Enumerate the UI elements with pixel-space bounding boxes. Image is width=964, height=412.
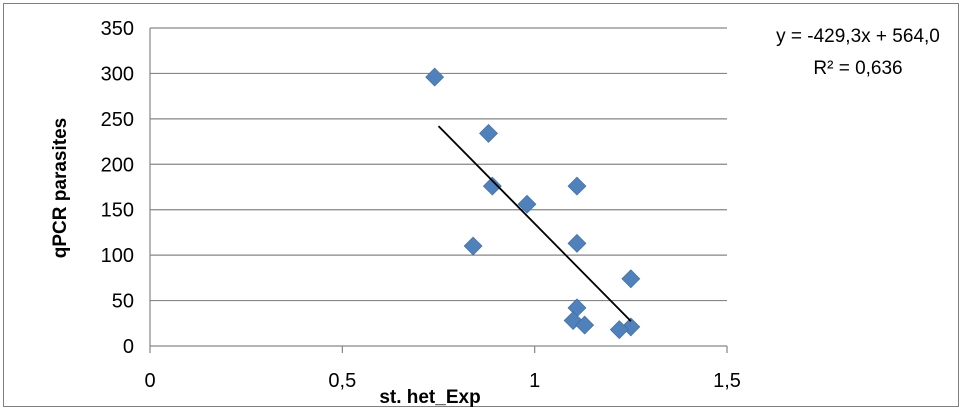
data-point [575, 315, 595, 335]
chart-frame [3, 3, 959, 407]
y-tick-label: 250 [101, 109, 134, 131]
axes [149, 28, 728, 353]
y-tick-label: 100 [101, 245, 134, 267]
gridlines [150, 27, 727, 302]
y-tick-label: 300 [101, 63, 134, 85]
data-point [479, 123, 498, 143]
y-tick-label: 350 [101, 18, 134, 40]
data-points [425, 67, 641, 340]
y-tick-label: 150 [101, 200, 134, 222]
data-point [609, 320, 629, 340]
x-axis-title: st. het_Exp [379, 387, 480, 408]
trendline-equation: y = -429,3x + 564,0 [776, 26, 940, 47]
x-tick-label: 0,5 [328, 370, 356, 392]
x-tick-label: 0 [144, 370, 155, 392]
data-point [567, 176, 587, 196]
x-tick-label: 1,5 [713, 370, 741, 392]
y-tick-labels: 0 50 100 150 200 250 300 350 [101, 18, 134, 358]
trendline-r-squared: R² = 0,636 [813, 58, 902, 79]
data-point [463, 236, 483, 256]
data-point [517, 194, 537, 214]
y-axis-title: qPCR parasites [50, 118, 71, 258]
trendline-group [437, 125, 632, 322]
trendline [437, 125, 632, 322]
x-tick-labels: 0 0,5 1 1,5 [144, 370, 740, 392]
y-tick-label: 50 [112, 291, 134, 313]
data-point [567, 233, 587, 253]
data-point [621, 269, 641, 289]
data-point [425, 67, 445, 87]
y-tick-label: 200 [101, 154, 134, 176]
data-point [482, 176, 502, 196]
y-tick-label: 0 [123, 336, 134, 358]
x-tick-label: 1 [529, 370, 540, 392]
